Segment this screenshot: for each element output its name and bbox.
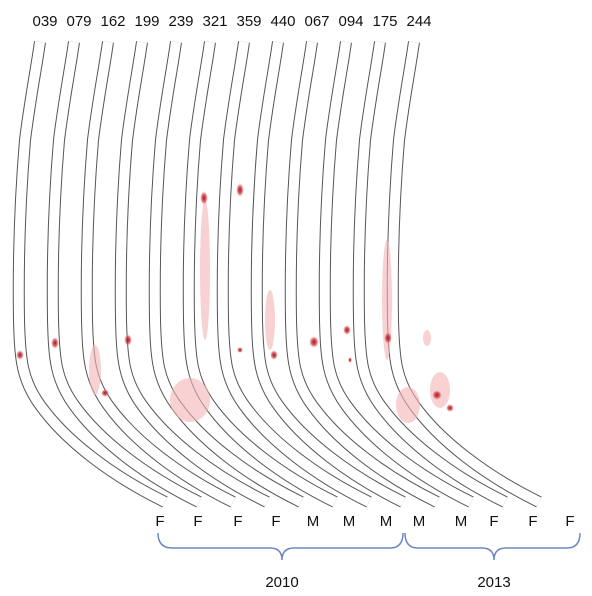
hotspot: [236, 183, 244, 197]
sex-label: M: [455, 513, 468, 530]
hotspot: [423, 330, 431, 346]
strip-fill: [393, 42, 539, 502]
group-label: 2013: [477, 574, 510, 591]
sex-label: F: [155, 513, 164, 530]
brace-2013: [405, 533, 580, 560]
id-label: 079: [66, 13, 91, 30]
hotspot: [384, 332, 392, 344]
hotspot: [432, 390, 442, 400]
sex-label: M: [343, 513, 356, 530]
strips: [19, 42, 539, 502]
sex-label: F: [528, 513, 537, 530]
sex-label: F: [193, 513, 202, 530]
figure: 2010 2013 039 079 162 199 239 321 359 440 067 094…: [0, 0, 592, 596]
hotspot: [430, 372, 450, 408]
hotspot: [343, 325, 351, 335]
hotspot: [237, 347, 243, 353]
hotspot: [446, 404, 454, 412]
sex-label: F: [489, 513, 498, 530]
sex-label: F: [565, 513, 574, 530]
hotspot: [200, 200, 210, 340]
id-label: 175: [372, 13, 397, 30]
hotspot: [348, 357, 352, 363]
id-label: 359: [236, 13, 261, 30]
id-label: 440: [270, 13, 295, 30]
braces: [158, 533, 580, 560]
strip-outline: [393, 42, 539, 502]
id-label: 162: [100, 13, 125, 30]
sex-label: F: [233, 513, 242, 530]
id-label: 067: [304, 13, 329, 30]
sex-label: M: [307, 513, 320, 530]
river-strip: [393, 42, 539, 502]
hotspot: [309, 336, 319, 348]
id-label: 039: [32, 13, 57, 30]
hotspot: [16, 350, 24, 360]
id-label: 199: [134, 13, 159, 30]
brace-2010: [158, 533, 403, 560]
hotspot: [89, 345, 101, 395]
hotspot: [200, 191, 208, 205]
hotspot: [270, 350, 278, 360]
sex-label: F: [271, 513, 280, 530]
group-label: 2010: [265, 574, 298, 591]
hotspot: [101, 389, 109, 397]
id-label: 321: [202, 13, 227, 30]
hotspot: [124, 334, 132, 346]
sex-label: M: [380, 513, 393, 530]
hotspot: [51, 337, 59, 349]
hotspot: [170, 378, 210, 422]
sex-label: M: [413, 513, 426, 530]
id-label: 094: [338, 13, 363, 30]
id-label: 239: [168, 13, 193, 30]
id-label: 244: [406, 13, 431, 30]
hotspot: [396, 387, 420, 423]
hotspot: [265, 290, 275, 350]
